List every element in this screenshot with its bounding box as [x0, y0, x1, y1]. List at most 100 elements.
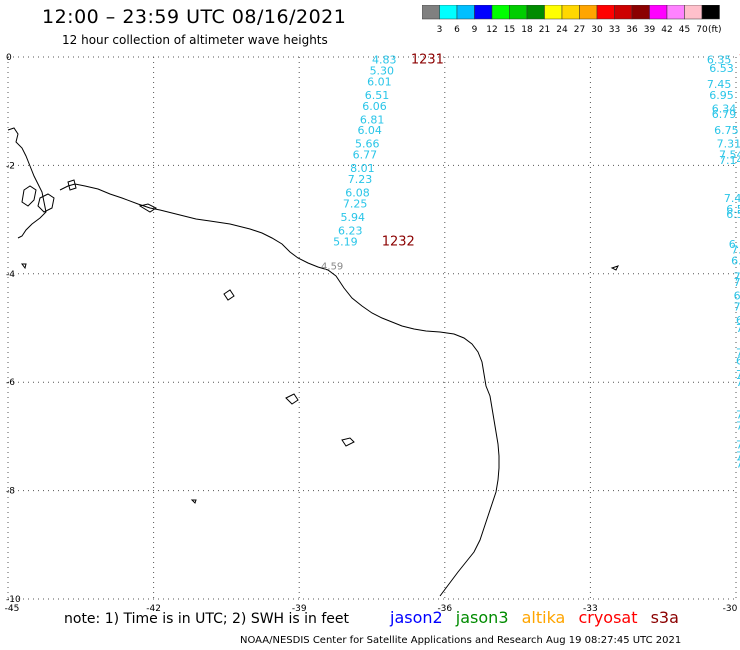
wave-height-label: 7.4 — [736, 376, 740, 389]
island-9 — [21, 263, 27, 270]
island-7 — [341, 437, 355, 447]
wave-height-label: 6.01 — [367, 75, 392, 88]
pass-time-label: 1 — [738, 53, 740, 68]
lon-tick-label: -42 — [146, 604, 161, 614]
wave-height-label: 6.6 — [734, 289, 740, 302]
colorbar-label: 12 — [486, 25, 497, 35]
map-title: 12:00 – 23:59 UTC 08/16/2021 — [42, 6, 347, 28]
legend-cryosat: cryosat — [578, 608, 638, 627]
colorbar-label: 27 — [574, 25, 585, 35]
wave-height-label: 4.59 — [321, 262, 343, 273]
wave-height-label: 7.6 — [734, 271, 740, 284]
island-6 — [285, 393, 299, 405]
wave-height-label: 7.5 — [736, 449, 740, 462]
lon-tick-label: -45 — [5, 604, 20, 614]
pass-time-label: 1231 — [411, 53, 444, 68]
wave-height-label: 6.04 — [357, 124, 382, 137]
wave-height-label: 6.75 — [714, 124, 739, 137]
wave-height-label: 6.56 — [726, 203, 740, 216]
wave-height-label: 7.23 — [348, 173, 373, 186]
wave-height-label: 7.16 — [731, 243, 740, 256]
wave-height-label: 8.01 — [350, 162, 375, 175]
lon-tick-label: -30 — [723, 604, 738, 614]
wave-height-label: 6.54 — [726, 208, 740, 221]
colorbar-label: 3 — [437, 25, 443, 35]
wave-height-label: 5.30 — [370, 65, 395, 78]
wave-height-label: 6.08 — [345, 187, 370, 200]
wave-height-label: 7.31 — [717, 138, 740, 151]
wave-height-label: 5.19 — [333, 235, 358, 248]
coastline-main — [59, 183, 500, 597]
lon-tick-label: -33 — [583, 604, 598, 614]
wave-height-label: 6.79 — [712, 108, 737, 121]
footer-credit: NOAA/NESDIS Center for Satellite Applica… — [240, 635, 682, 646]
colorbar-label: 70 — [696, 25, 708, 35]
colorbar-label: 36 — [626, 25, 638, 35]
island-5 — [223, 289, 235, 301]
wave-height-label: 7.3 — [736, 409, 740, 422]
island-10 — [190, 499, 197, 504]
wave-height-label: 6.53 — [709, 62, 734, 75]
colorbar-label: 30 — [591, 25, 603, 35]
wave-height-label: 7.1 — [736, 368, 740, 381]
wave-height-label: 6.96 — [729, 238, 740, 251]
colorbar-unit: (ft) — [708, 25, 722, 35]
wave-height-label: 6.77 — [353, 149, 378, 162]
wave-height-label: 6.51 — [365, 89, 390, 102]
wave-height-label: 6.34 — [712, 102, 737, 115]
satellite-legend: jason2 jason3 altika cryosat s3a — [390, 608, 687, 627]
map-subtitle: 12 hour collection of altimeter wave hei… — [62, 33, 328, 47]
lon-tick-label: -36 — [437, 604, 452, 614]
wave-height-label: 7.54 — [719, 149, 740, 162]
lat-tick-label: -2 — [6, 161, 15, 171]
legend-s3a: s3a — [650, 608, 679, 627]
colorbar-swatch — [701, 5, 720, 20]
wave-height-label: 7.1 — [736, 346, 740, 359]
wave-height-label: 6.35 — [707, 54, 732, 67]
wave-height-label: 7.0 — [736, 322, 740, 335]
wave-height-label: 6.06 — [362, 100, 387, 113]
wave-height-label: 6.9 — [736, 355, 740, 368]
colorbar-label: 45 — [679, 25, 690, 35]
colorbar-label: 24 — [556, 25, 568, 35]
island-8 — [610, 265, 619, 271]
altimeter-tracks: 4.835.306.016.516.066.816.045.666.778.01… — [321, 53, 740, 471]
colorbar-label: 42 — [661, 25, 672, 35]
wave-height-label: 7.0 — [736, 439, 740, 452]
lat-tick-label: -10 — [6, 595, 21, 605]
lat-lon-grid — [7, 56, 737, 600]
wave-height-label: 7.2 — [734, 300, 740, 313]
island-1 — [21, 185, 37, 207]
wave-height-label: 7.2 — [736, 420, 740, 433]
wave-height-colorbar: 3 6 9 12 15 18 21 24 27 30 33 36 39 42 45 70 (ft) — [422, 5, 722, 35]
wave-height-label: 7.2 — [734, 276, 740, 289]
wave-height-label: 5.94 — [340, 211, 365, 224]
island-2 — [37, 193, 55, 213]
lat-tick-label: -8 — [6, 487, 15, 497]
wave-height-label: 7.14 — [719, 154, 740, 167]
legend-jason3: jason3 — [455, 608, 509, 627]
wave-height-label: 6.99 — [731, 254, 740, 267]
wave-height-label: 6.95 — [709, 89, 734, 102]
wave-height-label: 6.6 — [736, 314, 740, 327]
lon-tick-label: -39 — [292, 604, 307, 614]
colorbar-label: 18 — [521, 25, 533, 35]
lat-tick-label: -6 — [6, 378, 15, 388]
wave-height-label: 6.23 — [338, 224, 363, 237]
lat-tick-label: 0 — [6, 53, 12, 63]
colorbar-label: 21 — [539, 25, 550, 35]
wave-height-label: 7.3 — [736, 458, 740, 471]
island-3 — [67, 179, 77, 191]
wave-height-label: 7.40 — [724, 192, 740, 205]
colorbar-label: 9 — [472, 25, 478, 35]
wave-height-label: 7.45 — [707, 78, 732, 91]
colorbar-label: 39 — [644, 25, 656, 35]
wave-height-label: 5.66 — [355, 138, 380, 151]
legend-jason2: jason2 — [390, 608, 443, 627]
coastline — [7, 127, 619, 597]
note-text: note: 1) Time is in UTC; 2) SWH is in fe… — [64, 611, 350, 627]
axis-labels: -45 -42 -39 -36 -33 -30 0 -2 -4 -6 -8 -10 — [5, 53, 738, 614]
wave-height-label: 4.83 — [372, 54, 397, 67]
wave-height-label: 7.25 — [343, 197, 368, 210]
